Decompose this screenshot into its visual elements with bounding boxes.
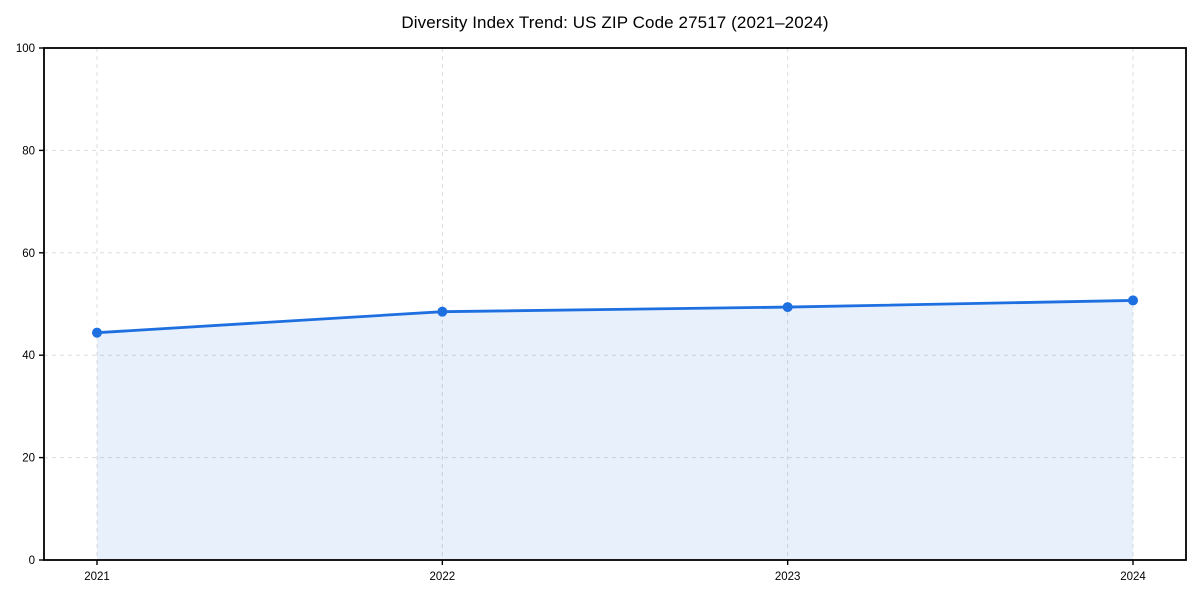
data-point-2024 bbox=[1128, 295, 1138, 306]
x-tick-label: 2023 bbox=[775, 571, 801, 583]
area-fill bbox=[97, 300, 1133, 560]
y-tick-label: 100 bbox=[16, 43, 35, 55]
y-tick-label: 80 bbox=[22, 145, 35, 157]
x-tick-label: 2021 bbox=[84, 571, 110, 583]
y-tick-label: 20 bbox=[22, 453, 35, 465]
x-tick-label: 2022 bbox=[430, 571, 456, 583]
y-tick-label: 40 bbox=[22, 350, 35, 362]
data-point-2023 bbox=[782, 302, 793, 313]
y-tick-label: 60 bbox=[22, 248, 35, 260]
chart-title: Diversity Index Trend: US ZIP Code 27517… bbox=[401, 13, 829, 32]
y-tick-label: 0 bbox=[29, 555, 35, 567]
x-tick-label: 2024 bbox=[1120, 571, 1146, 583]
data-point-2021 bbox=[92, 327, 102, 338]
plot-border bbox=[43, 47, 1187, 561]
data-point-2022 bbox=[437, 306, 448, 317]
trend-line bbox=[95, 299, 1135, 335]
